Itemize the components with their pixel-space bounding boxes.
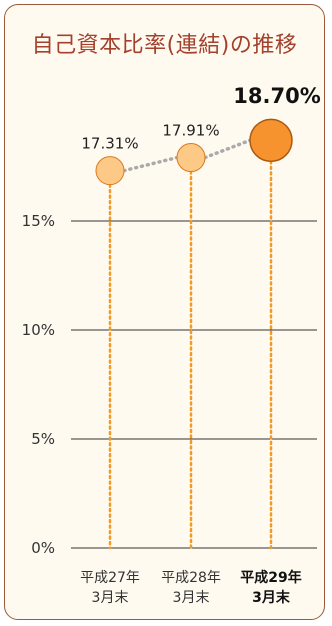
data-point	[95, 156, 125, 186]
data-label: 17.31%	[81, 135, 138, 153]
chart-card: 自己資本比率(連結)の推移 0% 5% 10% 15% 17.31% 17.91% 18.…	[4, 4, 325, 620]
y-tick-label: 10%	[22, 321, 55, 339]
x-tick-label: 3月末	[92, 590, 129, 606]
x-tick-label: 平成28年	[161, 570, 221, 586]
y-tick-label: 15%	[22, 212, 55, 230]
connector-line	[203, 138, 252, 160]
x-tick-label: 3月末	[252, 589, 291, 606]
connector-lines	[122, 138, 252, 173]
data-label: 17.91%	[162, 122, 219, 140]
chart-title: 自己資本比率(連結)の推移	[31, 33, 298, 58]
y-tick-label: 0%	[31, 539, 55, 557]
y-tick-label: 5%	[31, 430, 55, 448]
data-markers	[95, 118, 293, 186]
x-tick-label: 平成27年	[80, 570, 140, 586]
data-label: 18.70%	[233, 84, 320, 108]
x-tick-label: 3月末	[173, 590, 210, 606]
data-labels: 17.31% 17.91% 18.70%	[81, 84, 320, 153]
connector-line	[122, 155, 179, 173]
y-axis-ticks: 0% 5% 10% 15%	[22, 212, 55, 557]
gridlines	[71, 220, 317, 549]
data-point	[176, 143, 206, 173]
x-tick-label: 平成29年	[240, 569, 301, 586]
x-axis-labels: 平成27年 3月末 平成28年 3月末 平成29年 3月末	[80, 569, 302, 606]
drop-lines	[108, 160, 273, 550]
chart-plot: 0%5%10%15% 17.31%17.91%18.70% 平成27年3月末平成…	[22, 84, 321, 606]
data-point-highlight	[249, 118, 293, 163]
